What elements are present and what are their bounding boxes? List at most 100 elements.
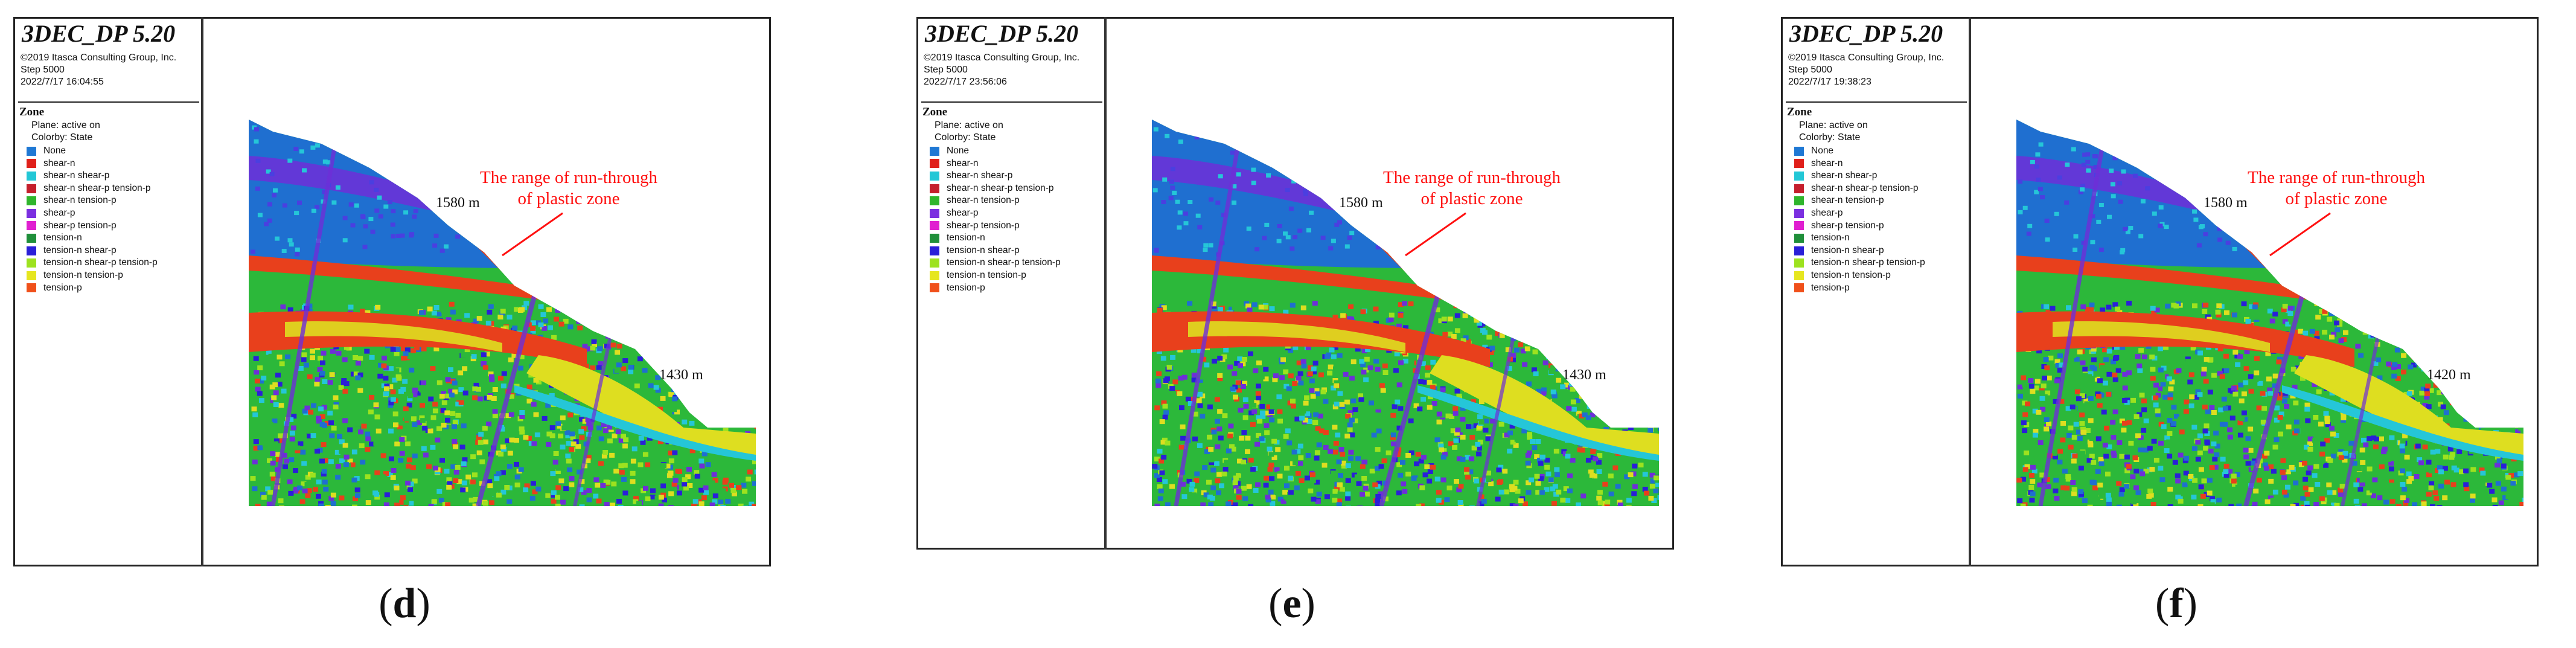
caption-f: (f): [2116, 580, 2237, 628]
legend-swatch: [930, 258, 939, 268]
legend-item: shear-n: [930, 158, 1061, 170]
legend-label: shear-p: [947, 207, 979, 218]
legend-label: tension-n: [947, 233, 985, 243]
legend-swatch: [1794, 283, 1804, 293]
legend-swatch: [930, 159, 939, 168]
legend-label: tension-p: [947, 282, 985, 293]
colorby-text: Colorby: State: [31, 132, 93, 143]
legend-swatch: [27, 171, 36, 181]
plane-text: Plane: active on: [1799, 120, 1868, 130]
zone-heading: Zone: [922, 106, 948, 118]
colorby-text: Colorby: State: [935, 132, 996, 143]
legend-swatch: [1794, 184, 1804, 193]
legend-swatch: [27, 271, 36, 280]
legend-item: None: [930, 145, 1061, 158]
legend-item: shear-n shear-p tension-p: [930, 182, 1061, 195]
legend-label: shear-n shear-p tension-p: [1811, 182, 1919, 193]
legend-label: tension-n tension-p: [1811, 269, 1891, 280]
legend-swatch: [27, 208, 36, 218]
legend-swatch: [27, 184, 36, 193]
timestamp-text: 2022/7/17 16:04:55: [21, 77, 104, 87]
state-legend: None shear-n shear-n shear-p shear-n shear-…: [1794, 145, 1925, 294]
zone-heading: Zone: [19, 106, 45, 118]
legend-item: shear-n shear-p tension-p: [1794, 182, 1925, 195]
legend-label: shear-n tension-p: [947, 195, 1020, 206]
legend-swatch: [1794, 208, 1804, 218]
legend-item: tension-n tension-p: [1794, 269, 1925, 282]
legend-swatch: [27, 159, 36, 168]
legend-label: shear-n shear-p: [43, 170, 110, 181]
legend-item: shear-p: [930, 207, 1061, 220]
legend-label: shear-n shear-p: [947, 170, 1013, 181]
annotation-pointer: [2269, 212, 2331, 257]
slope-model-d: 1580 m 1430 m The range of run-through of p…: [249, 120, 756, 506]
legend-label: shear-n: [947, 158, 979, 168]
legend-item: None: [1794, 145, 1925, 158]
software-title: 3DEC_DP 5.20: [22, 20, 176, 47]
legend-label: tension-n shear-p tension-p: [43, 257, 158, 268]
divider: [921, 101, 1102, 103]
elevation-label-bottom: 1430 m: [1562, 367, 1606, 383]
legend-item: shear-n tension-p: [1794, 194, 1925, 207]
legend-swatch: [1794, 233, 1804, 243]
legend-item: tension-n shear-p tension-p: [27, 257, 158, 269]
legend-swatch: [1794, 271, 1804, 280]
legend-swatch: [1794, 258, 1804, 268]
legend-item: tension-n: [930, 232, 1061, 245]
run-metadata: ©2019 Itasca Consulting Group, Inc. Step…: [1788, 52, 1944, 88]
legend-swatch: [27, 258, 36, 268]
legend-item: shear-n shear-p tension-p: [27, 182, 158, 195]
run-metadata: ©2019 Itasca Consulting Group, Inc. Step…: [21, 52, 176, 88]
legend-swatch: [930, 283, 939, 293]
legend-label: tension-n: [43, 233, 82, 243]
annotation-line-2: of plastic zone: [2285, 189, 2387, 208]
legend-swatch: [1794, 159, 1804, 168]
legend-item: tension-n shear-p: [27, 245, 158, 257]
legend-label: tension-n shear-p tension-p: [947, 257, 1061, 268]
legend-swatch: [27, 283, 36, 293]
legend-swatch: [930, 196, 939, 206]
plane-text: Plane: active on: [935, 120, 1003, 130]
caption-open: (: [379, 580, 393, 627]
caption-close: ): [2183, 580, 2197, 627]
legend-item: shear-n shear-p: [930, 170, 1061, 182]
legend-label: tension-n tension-p: [43, 269, 123, 280]
elevation-label-top: 1580 m: [2204, 195, 2248, 211]
legend-label: shear-n shear-p: [1811, 170, 1878, 181]
info-sidebar: 3DEC_DP 5.20 ©2019 Itasca Consulting Gro…: [13, 17, 203, 566]
zone-heading: Zone: [1787, 106, 1812, 118]
plot-settings: Plane: active on Colorby: State: [31, 120, 100, 144]
plane-text: Plane: active on: [31, 120, 100, 130]
legend-label: shear-p tension-p: [43, 220, 117, 231]
state-legend: None shear-n shear-n shear-p shear-n shear-…: [27, 145, 158, 294]
info-sidebar: 3DEC_DP 5.20 ©2019 Itasca Consulting Gro…: [916, 17, 1107, 550]
caption-close: ): [416, 580, 430, 627]
legend-item: shear-n tension-p: [27, 194, 158, 207]
elevation-label-bottom: 1430 m: [659, 367, 703, 383]
legend-label: tension-p: [1811, 282, 1850, 293]
plot-settings: Plane: active on Colorby: State: [935, 120, 1003, 144]
legend-label: shear-n shear-p tension-p: [947, 182, 1054, 193]
legend-item: shear-p: [27, 207, 158, 220]
legend-swatch: [930, 221, 939, 231]
legend-swatch: [27, 221, 36, 231]
legend-swatch: [1794, 196, 1804, 206]
legend-item: shear-p tension-p: [1794, 220, 1925, 233]
legend-item: tension-n tension-p: [930, 269, 1061, 282]
legend-item: shear-p tension-p: [930, 220, 1061, 233]
annotation-pointer: [502, 212, 563, 257]
legend-item: shear-p tension-p: [27, 220, 158, 233]
timestamp-text: 2022/7/17 19:38:23: [1788, 77, 1871, 87]
legend-item: tension-n shear-p tension-p: [1794, 257, 1925, 269]
step-text: Step 5000: [1788, 65, 1832, 75]
state-legend: None shear-n shear-n shear-p shear-n shear-…: [930, 145, 1061, 294]
legend-label: shear-n: [1811, 158, 1843, 168]
info-sidebar: 3DEC_DP 5.20 ©2019 Itasca Consulting Gro…: [1781, 17, 1971, 566]
caption-letter: e: [1282, 580, 1302, 627]
slope-model-f: 1580 m 1420 m The range of run-through of p…: [2016, 120, 2523, 506]
legend-label: shear-p tension-p: [1811, 220, 1884, 231]
slope-model-e: 1580 m 1430 m The range of run-through of p…: [1152, 120, 1659, 506]
elevation-label-top: 1580 m: [436, 195, 480, 211]
legend-item: shear-n: [1794, 158, 1925, 170]
step-text: Step 5000: [924, 65, 968, 75]
